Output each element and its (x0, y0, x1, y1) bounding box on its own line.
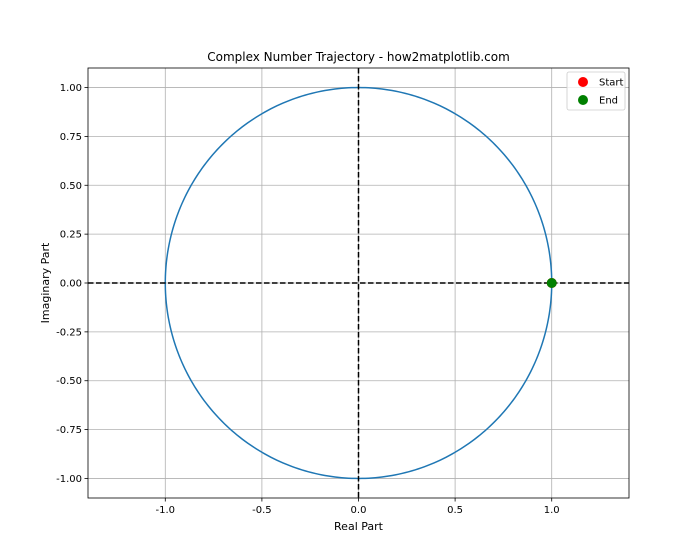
x-tick-label: 0.5 (447, 505, 463, 516)
chart-title: Complex Number Trajectory - how2matplotl… (207, 50, 510, 64)
y-tick-label: 0.00 (60, 279, 82, 290)
y-tick-label: -1.00 (56, 474, 82, 485)
y-axis-label: Imaginary Part (39, 242, 52, 323)
x-tick-label: -1.0 (156, 505, 176, 516)
y-tick-label: 0.25 (60, 230, 82, 241)
y-tick-label: -0.75 (56, 425, 82, 436)
x-tick-label: 1.0 (544, 505, 560, 516)
x-tick-label: 0.0 (351, 505, 367, 516)
plot-area: -1.0 -0.5 0.0 0.5 1.0 1.00 0.75 0.50 0.25 0.00 -0.… (56, 67, 630, 516)
marker-end (546, 278, 557, 288)
x-axis-label: Real Part (334, 520, 384, 533)
y-tick-label: -0.50 (56, 376, 82, 387)
y-tick-label: -0.25 (56, 327, 82, 338)
legend-label-end: End (599, 96, 618, 107)
legend-marker-start (578, 77, 588, 87)
y-tick-label: 1.00 (60, 83, 82, 94)
legend-label-start: Start (599, 78, 624, 89)
x-tick-label: -0.5 (252, 505, 272, 516)
y-tick-label: 0.75 (60, 132, 82, 143)
legend-marker-end (578, 95, 588, 105)
y-tick-label: 0.50 (60, 181, 82, 192)
